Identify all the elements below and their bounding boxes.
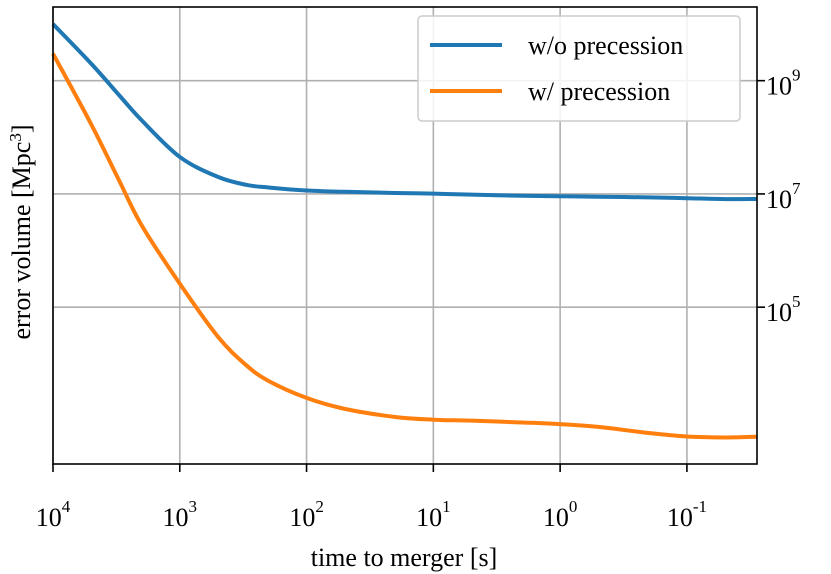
x-tick-label-1: 103 [163, 497, 198, 532]
x-axis-label: time to merger [s] [311, 543, 498, 572]
x-tick-label-5: 10-1 [667, 497, 707, 532]
series-lines [51, 22, 758, 440]
x-axis-ticks: 104 103 102 101 100 10-1 [36, 464, 707, 532]
series-line-0 [51, 22, 758, 202]
y-tick-label-0: 105 [766, 292, 801, 327]
x-tick-label-3: 101 [416, 497, 451, 532]
y-axis-label-text: error volume [Mpc [7, 142, 36, 340]
x-tick-label-2: 102 [289, 497, 324, 532]
legend: w/o precession w/ precession [417, 15, 741, 122]
x-tick-label-4: 100 [543, 497, 578, 532]
y-axis-label-tail: ] [7, 125, 36, 134]
plot-frame [52, 6, 758, 465]
y-tick-label-1: 107 [766, 179, 801, 214]
y-tick-label-2: 109 [766, 66, 801, 101]
y-axis-label-sup: 3 [6, 133, 25, 142]
legend-label-0: w/o precession [528, 31, 683, 60]
y-axis-label: error volume [Mpc3] [6, 125, 37, 340]
legend-box [417, 15, 741, 122]
y-axis-ticks: 105 107 109 [757, 66, 801, 327]
legend-label-1: w/ precession [528, 77, 670, 106]
x-tick-label-0: 104 [36, 497, 71, 532]
series-line-1 [51, 52, 758, 440]
